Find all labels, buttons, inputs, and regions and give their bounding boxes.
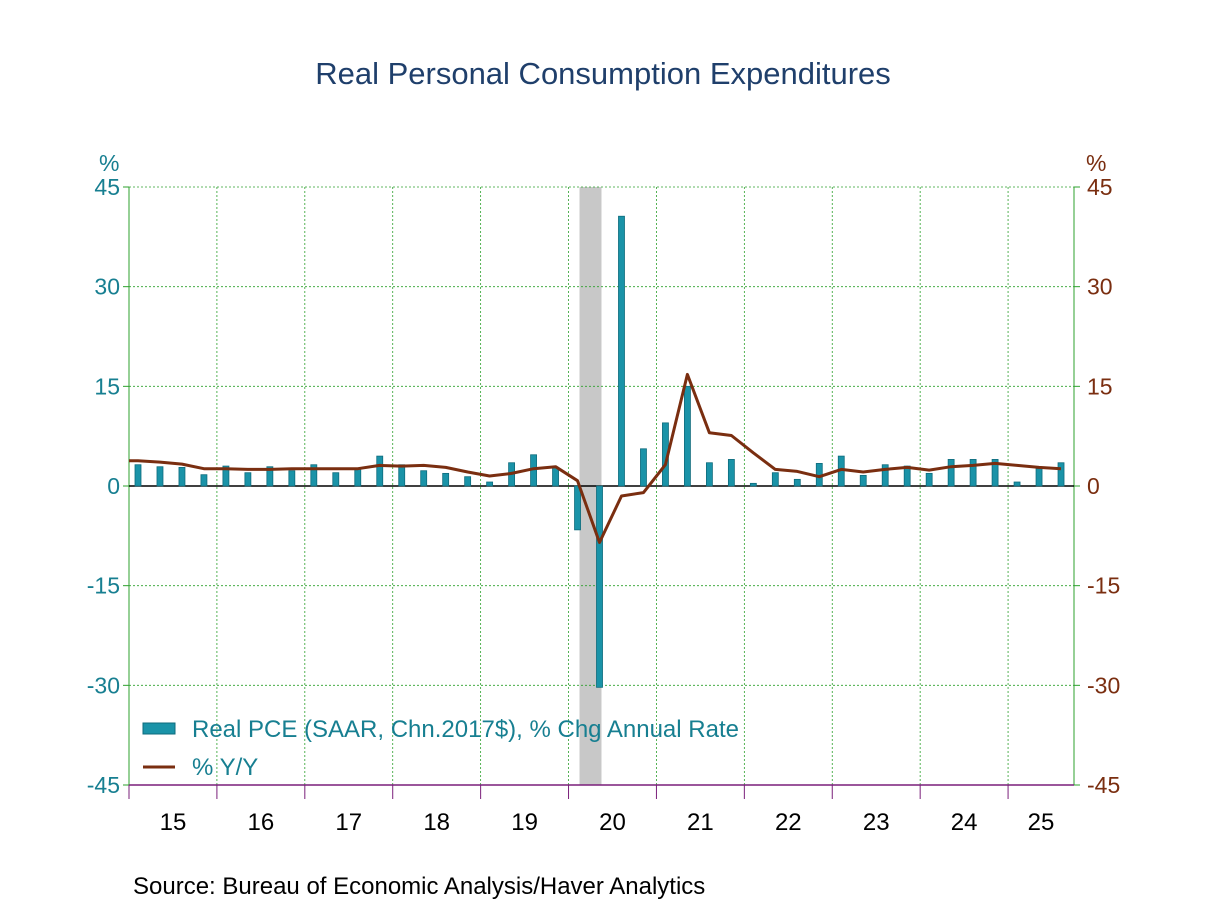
x-tick-label: 15 xyxy=(160,809,187,836)
right-tick-label: 45 xyxy=(1087,174,1113,200)
bar xyxy=(793,478,801,487)
bar xyxy=(640,448,647,487)
bar xyxy=(244,472,252,487)
right-tick-label: -30 xyxy=(1087,672,1120,698)
bar xyxy=(156,466,164,487)
x-axis-ticks: 15 16 17 18 19 20 21 22 23 24 25 xyxy=(128,785,1055,836)
legend-line-label: % Y/Y xyxy=(192,754,258,781)
x-tick-label: 25 xyxy=(1028,809,1055,836)
bar xyxy=(596,485,603,688)
bar xyxy=(178,466,186,487)
left-tick-label: 0 xyxy=(107,473,120,499)
x-tick-label: 23 xyxy=(863,809,890,836)
left-axis-ticks: 45 30 15 0 -15 -30 -45 xyxy=(87,174,129,798)
bar xyxy=(771,472,779,487)
chart-title: Real Personal Consumption Expenditures xyxy=(315,56,891,91)
bar xyxy=(266,466,274,487)
right-tick-label: 15 xyxy=(1087,373,1113,399)
x-tick-label: 17 xyxy=(335,809,362,836)
left-tick-label: -15 xyxy=(87,573,120,599)
x-tick-label: 16 xyxy=(248,809,275,836)
bar xyxy=(1013,481,1021,487)
x-tick-label: 24 xyxy=(951,809,978,836)
left-tick-label: 45 xyxy=(94,174,120,200)
bar xyxy=(705,462,713,487)
yoy-line xyxy=(129,372,1062,544)
bar xyxy=(134,464,142,487)
bar xyxy=(727,459,735,487)
right-tick-label: -45 xyxy=(1087,772,1120,798)
right-axis-ticks: 45 30 15 0 -15 -30 -45 xyxy=(1074,174,1120,798)
line-series xyxy=(129,372,1062,544)
x-tick-label: 20 xyxy=(599,809,626,836)
x-tick-label: 22 xyxy=(775,809,802,836)
bar xyxy=(574,485,581,531)
bar xyxy=(376,455,384,487)
legend-bar-swatch xyxy=(142,722,176,735)
bar xyxy=(310,464,318,487)
bar xyxy=(442,472,450,487)
bar xyxy=(969,459,977,487)
legend-bar-label: Real PCE (SAAR, Chn.2017$), % Chg Annual… xyxy=(192,716,739,743)
bar xyxy=(354,468,362,487)
x-tick-label: 19 xyxy=(511,809,538,836)
bar xyxy=(420,470,428,487)
bar xyxy=(881,464,889,487)
left-axis-unit: % xyxy=(99,150,119,176)
bar-series xyxy=(134,215,1065,688)
legend: Real PCE (SAAR, Chn.2017$), % Chg Annual… xyxy=(142,716,739,781)
x-tick-label: 21 xyxy=(687,809,714,836)
bar xyxy=(288,470,296,487)
right-axis-unit: % xyxy=(1086,150,1106,176)
bar xyxy=(222,465,230,487)
bar xyxy=(552,466,559,487)
bar xyxy=(618,215,625,487)
bar xyxy=(464,476,472,487)
bar xyxy=(859,474,867,487)
bar xyxy=(398,464,406,487)
bar xyxy=(332,472,340,487)
bar xyxy=(684,385,691,487)
left-tick-label: -45 xyxy=(87,772,120,798)
bar xyxy=(991,459,999,487)
bar xyxy=(749,482,757,487)
x-tick-label: 18 xyxy=(423,809,450,836)
bar xyxy=(947,459,955,487)
bar xyxy=(1057,462,1065,487)
right-tick-label: -15 xyxy=(1087,573,1120,599)
left-tick-label: -30 xyxy=(87,672,120,698)
left-tick-label: 30 xyxy=(94,274,120,300)
bar xyxy=(200,474,208,487)
left-tick-label: 15 xyxy=(94,373,120,399)
bar xyxy=(925,472,933,487)
right-tick-label: 0 xyxy=(1087,473,1100,499)
bar xyxy=(1035,468,1043,487)
right-tick-label: 30 xyxy=(1087,274,1113,300)
bar xyxy=(486,481,494,487)
source-note: Source: Bureau of Economic Analysis/Have… xyxy=(133,873,705,900)
